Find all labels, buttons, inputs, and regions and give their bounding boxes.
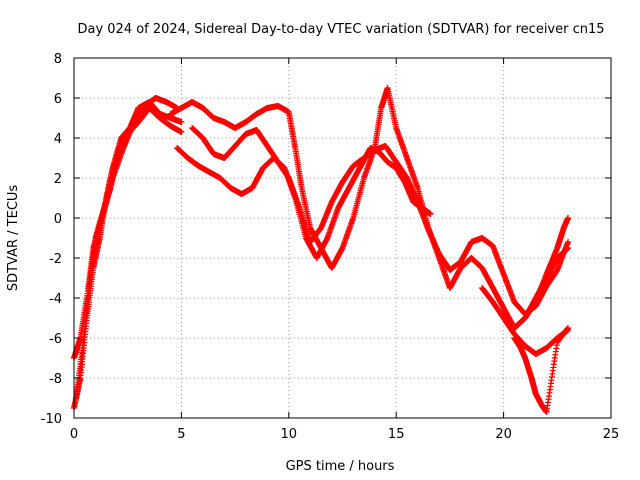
y-tick-label: -6 <box>49 332 62 347</box>
y-tick-label: -10 <box>41 412 62 427</box>
plot-frame <box>73 57 612 419</box>
x-tick-label: 10 <box>281 427 298 442</box>
x-tick-label: 25 <box>603 427 620 442</box>
y-tick-label: 2 <box>54 172 62 187</box>
y-tick-label: -8 <box>49 372 62 387</box>
data-point <box>565 327 572 333</box>
series-track-f <box>189 125 572 317</box>
series-track-h <box>479 285 572 357</box>
data-point <box>565 215 572 221</box>
y-tick-label: -2 <box>49 252 62 267</box>
series-track-i <box>511 215 572 331</box>
data-point <box>565 239 572 245</box>
data-point <box>427 211 434 217</box>
y-tick-label: -4 <box>49 292 62 307</box>
series-track-a <box>71 99 185 411</box>
chart-title: Day 024 of 2024, Sidereal Day-to-day VTE… <box>77 22 604 37</box>
series-track-c <box>73 95 181 401</box>
data-point <box>178 119 185 125</box>
y-axis-label: SDTVAR / TECUs <box>6 185 21 292</box>
x-axis-label: GPS time / hours <box>286 459 395 474</box>
data-point <box>178 129 185 135</box>
x-tick-label: 5 <box>177 427 185 442</box>
data-marks <box>71 85 572 415</box>
x-tick-label: 15 <box>388 427 405 442</box>
y-tick-label: 0 <box>54 212 62 227</box>
x-tick-label: 0 <box>70 427 78 442</box>
y-tick-label: 6 <box>54 92 62 107</box>
x-tick-label: 20 <box>495 427 512 442</box>
y-tick-label: 4 <box>54 132 62 147</box>
axes: 0 5 10 15 20 25 -10 -8 -6 -4 -2 0 2 4 6 8 <box>41 52 620 442</box>
y-tick-label: 8 <box>54 52 62 67</box>
